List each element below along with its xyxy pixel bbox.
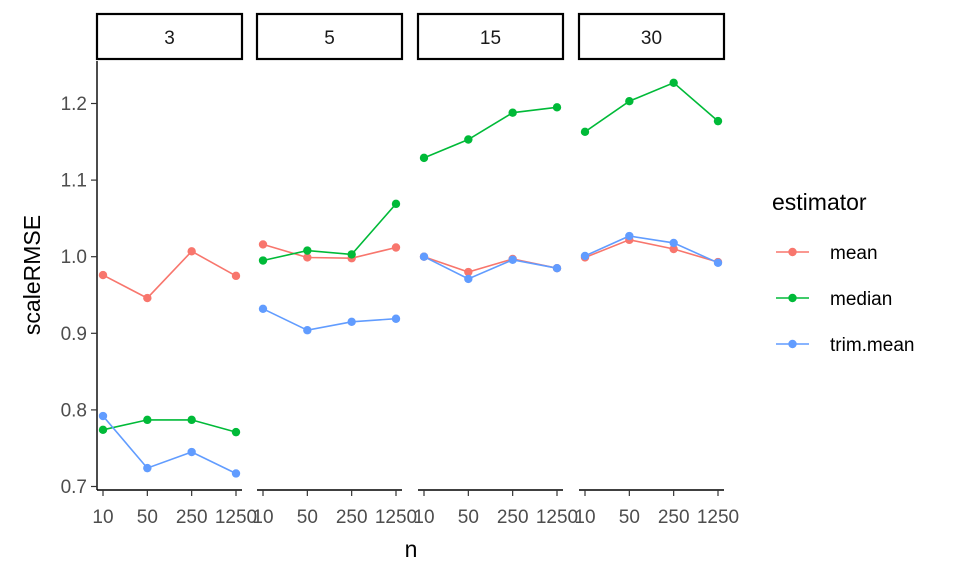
data-point-median — [391, 199, 401, 209]
data-point-median — [143, 415, 152, 425]
data-point-median — [508, 108, 517, 117]
x-tick-label: 10 — [574, 507, 595, 528]
data-point-trim-mean — [625, 231, 634, 241]
data-point-median — [552, 103, 562, 112]
x-tick-label: 50 — [458, 507, 479, 528]
legend-key-point — [788, 339, 797, 349]
data-point-median — [625, 97, 634, 106]
y-tick-label: 0.9 — [61, 324, 87, 345]
series-line-mean — [584, 238, 719, 263]
data-point-median — [464, 135, 473, 144]
x-tick-label: 10 — [92, 507, 113, 528]
data-point-median — [419, 153, 429, 163]
series-line-median — [262, 203, 397, 262]
x-tick-label: 50 — [619, 507, 640, 528]
data-point-mean — [303, 253, 312, 262]
series-line-trim-mean — [423, 255, 558, 280]
y-tick-label: 0.7 — [61, 477, 87, 498]
data-point-trim-mean — [303, 326, 312, 335]
data-point-median — [187, 415, 196, 425]
data-point-trim-mean — [347, 317, 356, 327]
series-line-mean — [262, 243, 397, 260]
x-tick-label: 250 — [336, 507, 368, 528]
x-tick-label: 1250 — [536, 507, 578, 528]
facet-strip-label: 15 — [480, 28, 501, 49]
series-line-trim-mean — [262, 308, 397, 332]
facet-strip — [255, 12, 404, 61]
data-point-trim-mean — [419, 252, 429, 261]
y-tick-label: 1.1 — [61, 171, 87, 192]
facet-strip — [577, 12, 726, 61]
data-point-median — [669, 78, 678, 88]
data-point-mean — [464, 267, 473, 277]
data-point-median — [258, 256, 268, 265]
series-line-trim-mean — [102, 415, 237, 475]
data-point-trim-mean — [187, 447, 196, 457]
facet-strip-label: 3 — [164, 28, 175, 49]
data-point-mean — [98, 270, 108, 280]
data-point-mean — [258, 240, 268, 249]
series-line-trim-mean — [584, 235, 719, 264]
x-tick-label: 50 — [297, 507, 318, 528]
facet-strip — [416, 12, 565, 61]
data-point-trim-mean — [713, 258, 723, 268]
facet-strip — [95, 12, 244, 61]
y-tick-label: 0.8 — [61, 400, 87, 421]
x-tick-label: 1250 — [215, 507, 257, 528]
data-point-trim-mean — [258, 304, 268, 313]
data-point-trim-mean — [464, 274, 473, 284]
data-point-trim-mean — [143, 463, 152, 473]
facet-strip-label: 5 — [324, 28, 335, 49]
legend-key-point — [788, 293, 797, 303]
data-point-trim-mean — [391, 314, 401, 323]
data-point-mean — [391, 243, 401, 252]
series-line-median — [584, 81, 719, 133]
y-axis-title: scaleRMSE — [19, 215, 45, 335]
data-point-median — [580, 127, 590, 137]
y-tick-label: 1.0 — [61, 247, 87, 268]
legend-label: trim.mean — [830, 335, 914, 356]
facet-strip-label: 30 — [641, 28, 662, 49]
data-point-median — [231, 427, 241, 437]
data-point-trim-mean — [98, 411, 108, 421]
y-tick-label: 1.2 — [61, 94, 87, 115]
data-point-mean — [669, 244, 678, 254]
series-line-median — [102, 419, 237, 433]
x-tick-label: 50 — [137, 507, 158, 528]
data-point-trim-mean — [508, 255, 517, 264]
legend-key-point — [788, 247, 797, 257]
x-tick-label: 1250 — [375, 507, 417, 528]
data-point-mean — [187, 247, 196, 256]
data-point-median — [303, 246, 312, 255]
x-tick-label: 250 — [497, 507, 529, 528]
x-axis-title: n — [405, 536, 418, 562]
data-point-median — [98, 425, 108, 435]
data-point-median — [347, 250, 356, 259]
x-tick-label: 1250 — [697, 507, 739, 528]
legend-title: estimator — [772, 189, 867, 215]
x-tick-label: 10 — [252, 507, 273, 528]
x-tick-label: 10 — [413, 507, 434, 528]
data-point-trim-mean — [231, 469, 241, 478]
legend-label: median — [830, 289, 892, 310]
data-point-median — [713, 116, 723, 126]
data-point-trim-mean — [580, 251, 590, 261]
series-line-mean — [102, 250, 237, 300]
data-point-trim-mean — [552, 263, 562, 273]
data-point-mean — [143, 293, 152, 303]
series-line-median — [423, 106, 558, 159]
legend-label: mean — [830, 243, 878, 264]
x-tick-label: 250 — [658, 507, 690, 528]
x-tick-label: 250 — [176, 507, 208, 528]
data-point-mean — [231, 271, 241, 281]
data-point-trim-mean — [669, 238, 678, 248]
